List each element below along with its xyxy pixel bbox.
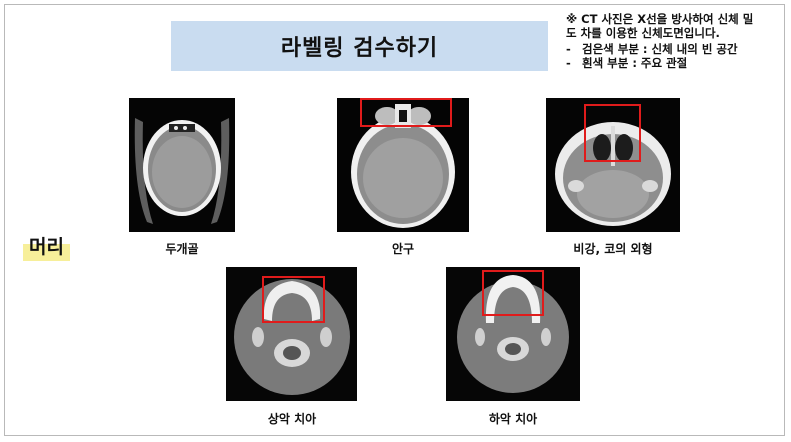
- note-heading-cont: 도 차를 이용한 신체도면입니다.: [566, 26, 720, 40]
- note-list: 검은색 부분 : 신체 내의 빈 공간 흰색 부분 : 주요 관절: [566, 42, 788, 70]
- ct-scan-eye-graphic: [337, 98, 469, 232]
- slide-frame: [4, 4, 785, 436]
- section-label-head: 머리: [23, 230, 70, 261]
- roi-box-nasal[interactable]: [584, 104, 641, 162]
- caption-skull: 두개골: [165, 242, 199, 256]
- caption-upper-teeth: 상악 치아: [267, 412, 317, 426]
- roi-box-eye[interactable]: [360, 98, 452, 127]
- ct-scan-skull-graphic: [129, 98, 235, 232]
- roi-box-upper-teeth[interactable]: [262, 276, 325, 323]
- ct-image-upper-teeth[interactable]: [226, 267, 357, 401]
- note-item-black: 검은색 부분 : 신체 내의 빈 공간: [566, 42, 788, 56]
- note-heading: ※ CT 사진은 X선을 방사하여 신체 밀: [566, 12, 754, 26]
- caption-eye: 안구: [391, 242, 415, 256]
- ct-image-lower-teeth[interactable]: [446, 267, 580, 401]
- page-title-text: 라벨링 검수하기: [280, 36, 439, 61]
- caption-lower-teeth: 하악 치아: [488, 412, 538, 426]
- caption-nasal: 비강, 코의 외형: [573, 242, 653, 256]
- ct-scan-lower-teeth-graphic: [446, 267, 580, 401]
- ct-image-nasal[interactable]: [546, 98, 680, 232]
- page-title: 라벨링 검수하기: [171, 21, 548, 71]
- ct-note: ※ CT 사진은 X선을 방사하여 신체 밀 도 차를 이용한 신체도면입니다.…: [566, 12, 788, 70]
- ct-image-skull[interactable]: [129, 98, 235, 232]
- ct-image-eye[interactable]: [337, 98, 469, 232]
- roi-box-lower-teeth[interactable]: [482, 270, 544, 316]
- note-item-white: 흰색 부분 : 주요 관절: [566, 56, 788, 70]
